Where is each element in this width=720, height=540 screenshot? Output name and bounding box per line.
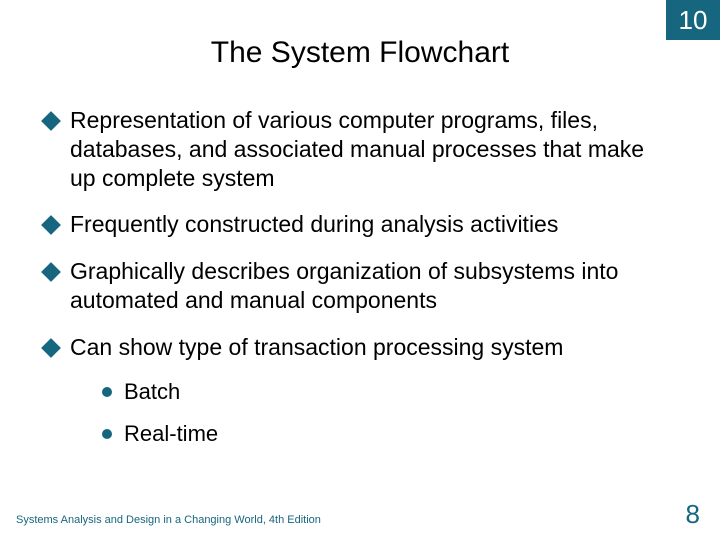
chapter-number: 10 [679,5,708,36]
bullet-text: Frequently constructed during analysis a… [70,210,676,239]
diamond-icon [41,262,61,282]
sub-item: Real-time [102,421,676,447]
sub-list: Batch Real-time [102,379,676,447]
page-number: 8 [686,499,700,530]
diamond-icon [41,338,61,358]
bullet-item: Can show type of transaction processing … [44,333,676,362]
slide-title: The System Flowchart [0,36,720,70]
footer-text: Systems Analysis and Design in a Changin… [16,514,321,526]
bullet-text: Representation of various computer progr… [70,106,676,192]
dot-icon [102,387,112,397]
sub-item: Batch [102,379,676,405]
sub-item-text: Batch [124,379,180,405]
bullet-text: Can show type of transaction processing … [70,333,676,362]
bullet-item: Representation of various computer progr… [44,106,676,192]
diamond-icon [41,111,61,131]
content-area: Representation of various computer progr… [44,106,676,463]
bullet-text: Graphically describes organization of su… [70,257,676,315]
bullet-item: Graphically describes organization of su… [44,257,676,315]
diamond-icon [41,215,61,235]
sub-item-text: Real-time [124,421,218,447]
chapter-badge: 10 [666,0,720,40]
dot-icon [102,429,112,439]
bullet-item: Frequently constructed during analysis a… [44,210,676,239]
